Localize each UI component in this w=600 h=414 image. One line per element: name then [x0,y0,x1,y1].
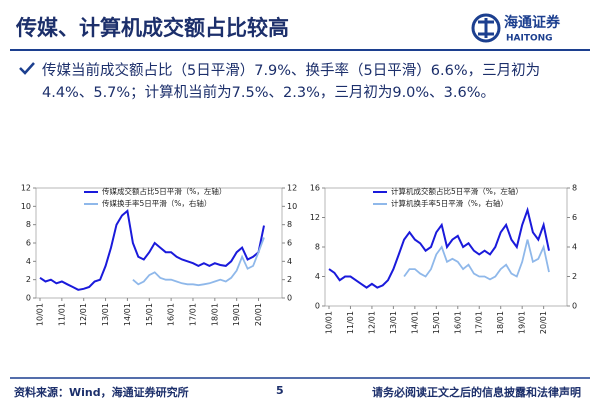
x-tick-label: 14/01 [410,311,419,334]
x-tick-label: 13/01 [101,303,110,326]
y-tick-label: 6 [26,239,31,248]
bullet-text: 传媒当前成交额占比（5日平滑）7.9%、换手率（5日平滑）6.6%，三月初为4.… [42,63,541,101]
y2-tick-label: 8 [572,184,577,193]
x-tick-label: 17/01 [188,303,197,326]
logo-icon [478,18,494,38]
y2-tick-label: 8 [287,220,292,229]
y2-tick-label: 2 [287,275,292,284]
y2-tick-label: 4 [287,257,292,266]
y2-tick-label: 2 [572,272,577,281]
y-tick-label: 0 [315,302,320,311]
legend-label: 传媒成交额占比5日平滑（%，左轴） [102,186,226,196]
y-tick-label: 4 [315,272,320,281]
x-tick-label: 18/01 [496,311,505,334]
x-tick-label: 12/01 [367,311,376,334]
y2-tick-label: 4 [572,243,577,252]
page-number: 5 [276,384,284,397]
y2-tick-label: 6 [287,239,292,248]
y-tick-label: 2 [26,275,31,284]
x-tick-label: 19/01 [518,311,527,334]
x-tick-label: 13/01 [389,311,398,334]
y-tick-label: 8 [315,243,320,252]
x-tick-label: 14/01 [123,303,132,326]
slide-title: 传媒、计算机成交额占比较高 [16,16,289,40]
x-tick-label: 11/01 [57,303,66,326]
x-tick-label: 10/01 [36,303,45,326]
y2-tick-label: 0 [572,302,577,311]
legend-label: 计算机成交额占比5日平滑（%，左轴） [391,186,523,196]
x-tick-label: 16/01 [167,303,176,326]
x-tick-label: 19/01 [232,303,241,326]
x-tick-label: 12/01 [79,303,88,326]
y-tick-label: 12 [21,184,31,193]
x-tick-label: 15/01 [145,303,154,326]
y-tick-label: 8 [26,220,31,229]
x-tick-label: 10/01 [325,311,334,334]
x-tick-label: 15/01 [432,311,441,334]
series-line [403,239,550,281]
y-tick-label: 12 [310,213,320,222]
logo-icon [471,13,501,43]
y-tick-label: 4 [26,257,31,266]
legend-label: 传媒换手率5日平滑（%，右轴） [102,198,211,208]
series-line [328,206,550,289]
y2-tick-label: 10 [287,202,297,211]
y2-tick-label: 0 [287,294,292,303]
x-tick-label: 11/01 [346,311,355,334]
legend-label: 计算机换手率5日平滑（%，右轴） [391,198,508,208]
x-tick-label: 20/01 [539,311,548,334]
source: 资料来源：Wind，海通证券研究所 [14,386,189,399]
x-tick-label: 18/01 [210,303,219,326]
x-tick-label: 16/01 [453,311,462,334]
y2-tick-label: 6 [572,213,577,222]
series-line [39,208,265,291]
y-tick-label: 10 [21,202,31,211]
disclaimer: 请务必阅读正文之后的信息披露和法律声明 [372,386,581,399]
y2-tick-label: 12 [287,184,297,193]
logo-text: 海通证券 [504,14,561,31]
x-tick-label: 20/01 [254,303,263,326]
y-tick-label: 0 [26,294,31,303]
series-line [132,237,265,287]
x-tick-label: 17/01 [475,311,484,334]
logo-text: HAITONG [506,34,553,44]
check-icon [19,62,35,75]
y-tick-label: 16 [310,184,320,193]
